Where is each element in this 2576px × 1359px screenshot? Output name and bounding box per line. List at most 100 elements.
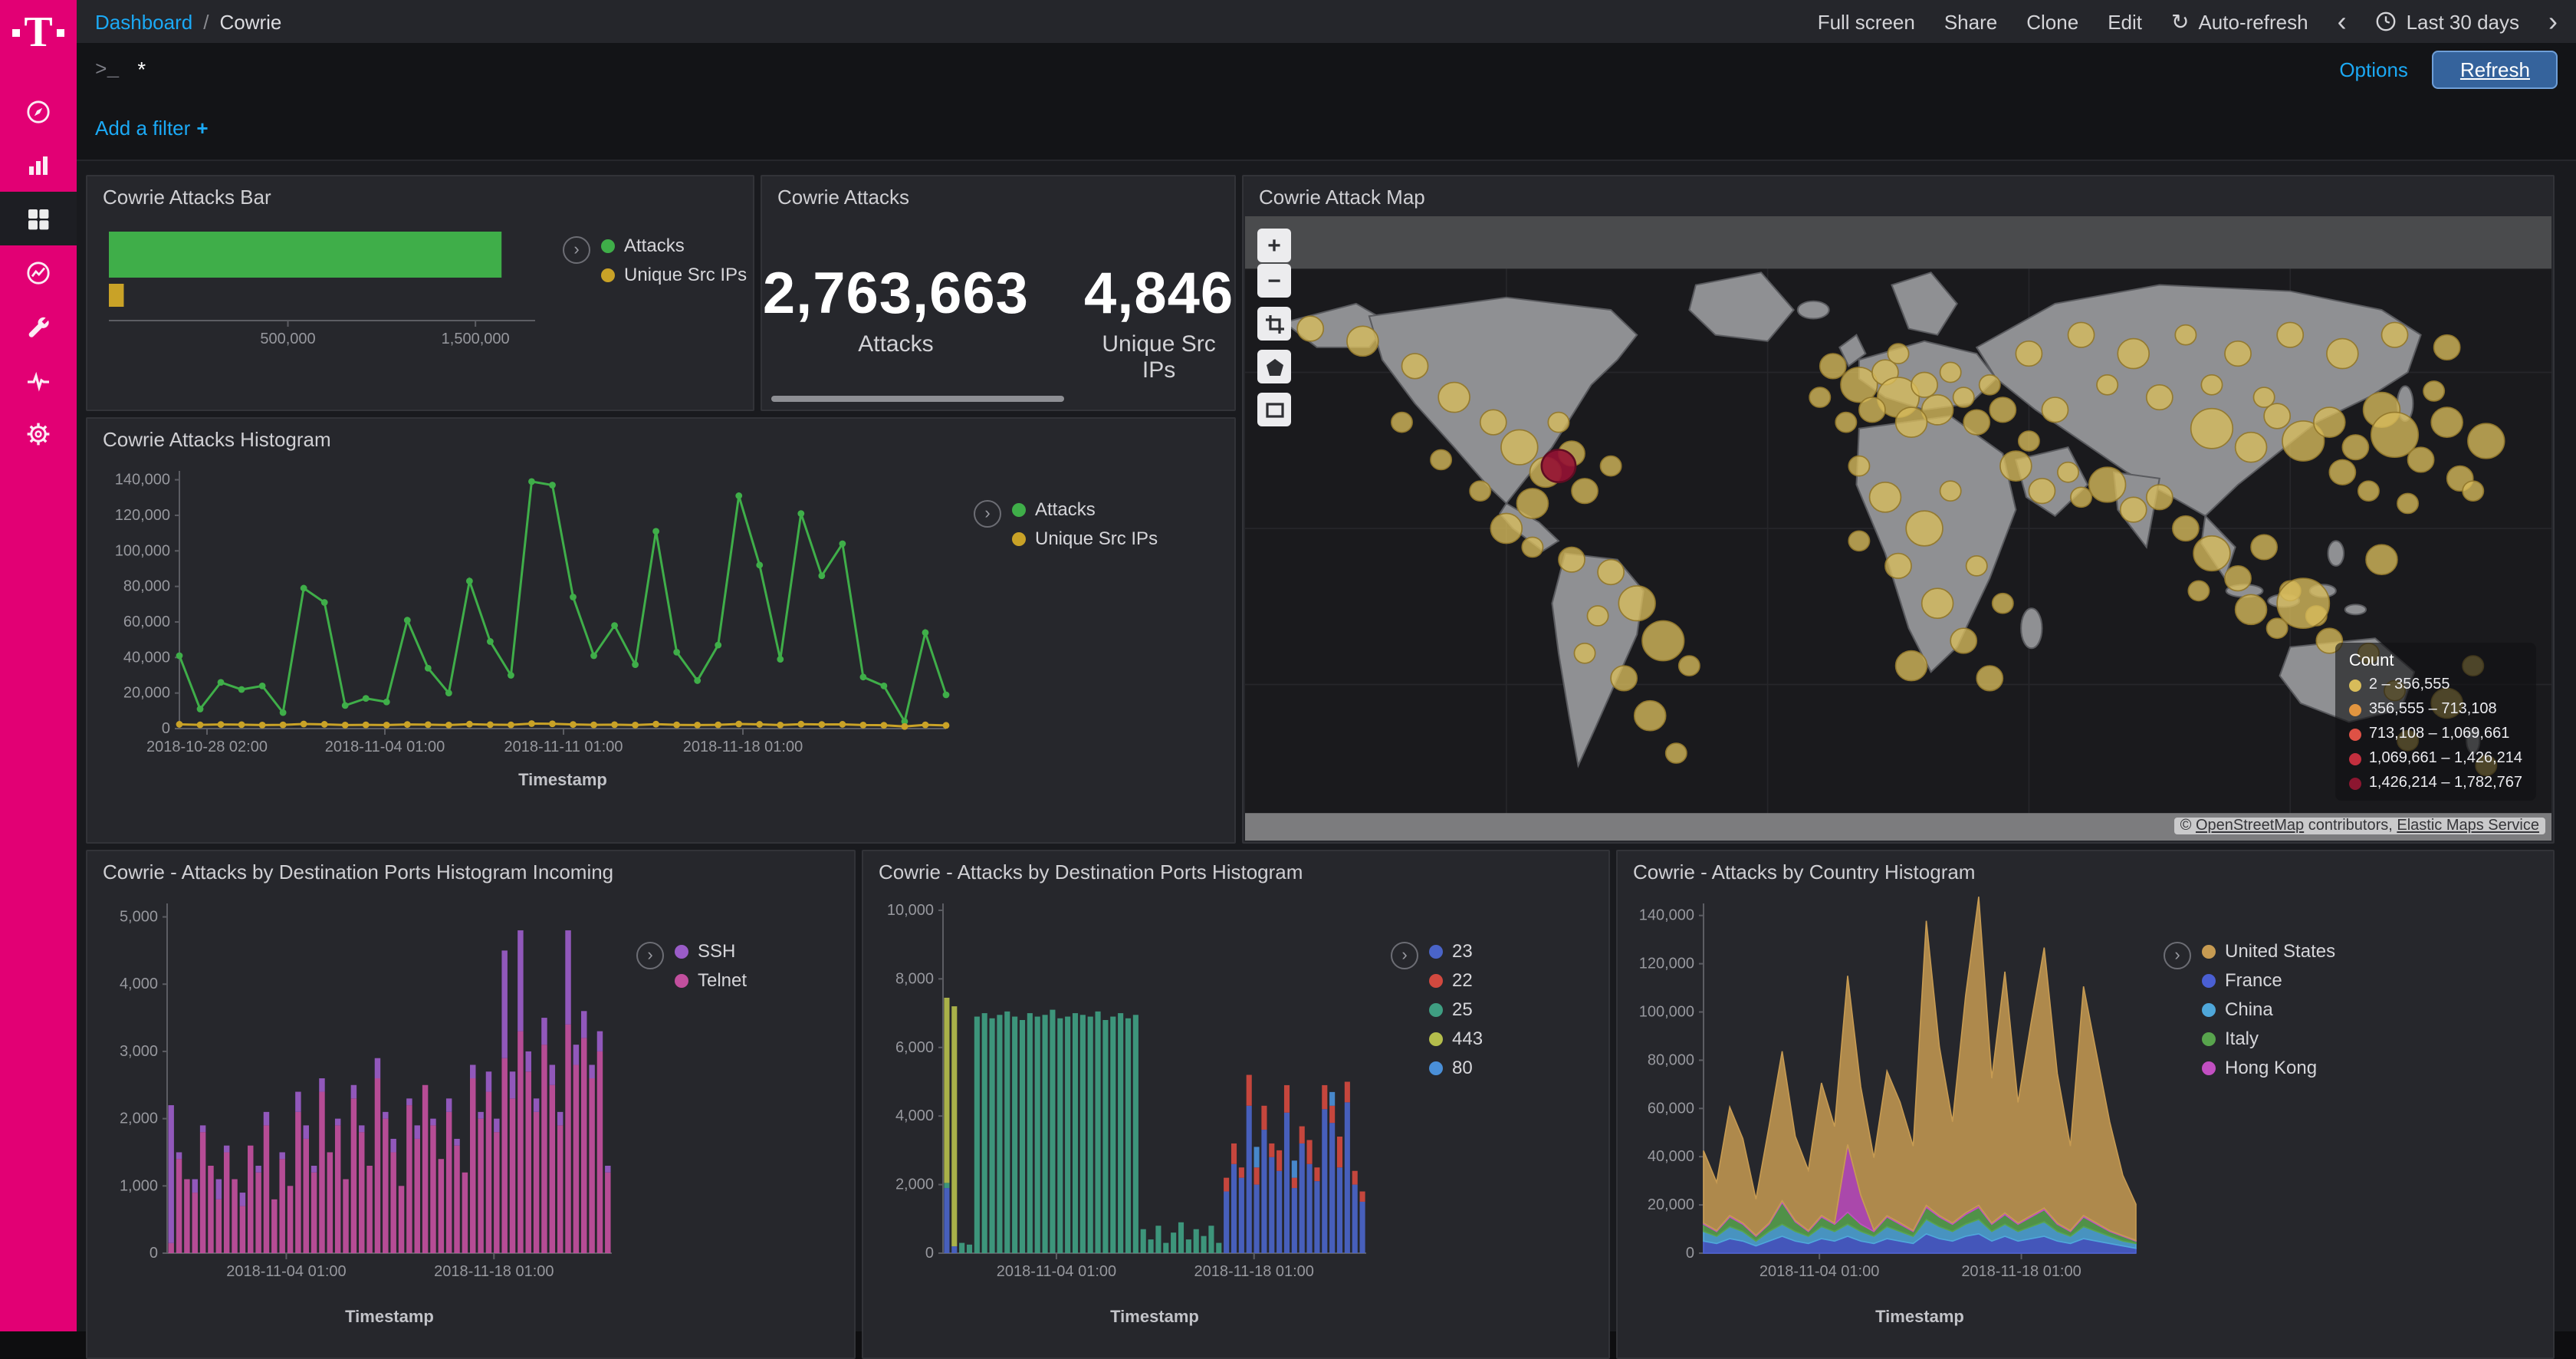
sidebar-item-dashboard[interactable] — [0, 192, 77, 245]
svg-text:80,000: 80,000 — [1648, 1051, 1694, 1068]
sidebar-item-timelion[interactable] — [0, 245, 77, 299]
options-link[interactable]: Options — [2339, 58, 2408, 81]
legend-item[interactable]: 356,555 – 713,108 — [2348, 701, 2522, 718]
ports-incoming-chart[interactable]: 0 1,000 2,000 3,000 4,000 5,000 2018-11-04 01:… — [100, 891, 627, 1338]
svg-text:500,000: 500,000 — [260, 331, 315, 347]
legend-items: Attacks Unique Src IPs — [601, 235, 747, 285]
sidebar-item-monitoring[interactable] — [0, 353, 77, 406]
svg-text:Timestamp: Timestamp — [1875, 1307, 1964, 1326]
topbar-actions: Full screen Share Clone Edit ↻ Auto-refr… — [1818, 8, 2558, 35]
attribution-text: contributors, — [2308, 818, 2393, 834]
zoom-in-button[interactable]: + — [1257, 229, 1291, 262]
legend-label: 1,069,661 – 1,426,214 — [2368, 750, 2522, 767]
legend-items: United States France China Italy Hong Kong — [2202, 940, 2335, 1078]
sidebar-item-visualize[interactable] — [0, 138, 77, 192]
legend-item[interactable]: Attacks — [601, 235, 747, 256]
draw-rectangle-button[interactable] — [1257, 393, 1291, 426]
legend-expand-button[interactable]: › — [2164, 942, 2191, 969]
legend-item[interactable]: Unique Src IPs — [1012, 528, 1158, 549]
legend-item[interactable]: Telnet — [675, 969, 747, 991]
chevron-right-icon: › — [573, 241, 580, 259]
panel-title[interactable]: Cowrie Attacks Histogram — [103, 428, 331, 451]
legend-items: SSH Telnet — [675, 940, 747, 991]
ports-histogram-chart[interactable]: 0 2,000 4,000 6,000 8,000 10,000 2018-11-04 01… — [876, 891, 1382, 1338]
legend-item[interactable]: Attacks — [1012, 499, 1158, 520]
legend-expand-button[interactable]: › — [1391, 942, 1418, 969]
attacks-histogram-chart[interactable]: 0 20,000 40,000 60,000 80,000 100,000 120,000 1… — [100, 459, 961, 801]
wrench-icon — [28, 316, 49, 337]
search-query-input[interactable] — [134, 55, 2325, 83]
legend-color-dot — [675, 973, 688, 987]
legend-item[interactable]: 23 — [1429, 940, 1483, 962]
clone-button[interactable]: Clone — [2026, 10, 2079, 33]
metric-label: Attacks — [858, 331, 934, 357]
panel-title[interactable]: Cowrie Attacks — [777, 186, 909, 209]
elastic-maps-service-link[interactable]: Elastic Maps Service — [2397, 818, 2539, 834]
refresh-button[interactable]: Refresh — [2432, 50, 2558, 88]
legend-expand-button[interactable]: › — [636, 942, 664, 969]
sidebar-item-dev-tools[interactable] — [0, 299, 77, 353]
panel-title[interactable]: Cowrie - Attacks by Destination Ports Hi… — [879, 860, 1303, 884]
attacks-bar-chart[interactable]: 500,000 1,500,000 — [100, 216, 554, 368]
legend-item[interactable]: Unique Src IPs — [601, 264, 747, 285]
legend-item[interactable]: China — [2202, 999, 2335, 1020]
legend-expand-button[interactable]: › — [563, 236, 590, 264]
query-prompt-icon: >_ — [95, 58, 120, 81]
legend-item[interactable]: Hong Kong — [2202, 1057, 2335, 1078]
legend-item[interactable]: SSH — [675, 940, 747, 962]
plus-icon: + — [196, 116, 209, 139]
sidebar-item-management[interactable] — [0, 406, 77, 460]
legend-item[interactable]: Italy — [2202, 1028, 2335, 1049]
auto-refresh-label: Auto-refresh — [2198, 10, 2308, 33]
legend-item[interactable]: 713,108 – 1,069,661 — [2348, 726, 2522, 742]
panel-title[interactable]: Cowrie Attack Map — [1259, 186, 1425, 209]
time-range-picker[interactable]: Last 30 days — [2376, 10, 2519, 33]
add-filter-button[interactable]: Add a filter + — [95, 116, 209, 139]
legend-item[interactable]: 2 – 356,555 — [2348, 676, 2522, 693]
svg-text:3,000: 3,000 — [120, 1043, 158, 1060]
legend-item[interactable]: 1,069,661 – 1,426,214 — [2348, 750, 2522, 767]
horizontal-scrollbar[interactable] — [771, 396, 1064, 402]
copyright-symbol: © — [2180, 818, 2192, 834]
time-forward-chevron-icon[interactable]: › — [2548, 6, 2558, 37]
full-screen-button[interactable]: Full screen — [1817, 10, 1915, 33]
svg-text:0: 0 — [1686, 1245, 1694, 1262]
legend-label: 2 – 356,555 — [2368, 676, 2450, 693]
edit-button[interactable]: Edit — [2108, 10, 2142, 33]
legend-color-dot — [2202, 973, 2216, 987]
legend-item[interactable]: 22 — [1429, 969, 1483, 991]
draw-polygon-button[interactable] — [1257, 350, 1291, 383]
legend-item[interactable]: France — [2202, 969, 2335, 991]
share-button[interactable]: Share — [1944, 10, 1998, 33]
attack-map[interactable]: + − — [1245, 216, 2551, 841]
legend-item[interactable]: 25 — [1429, 999, 1483, 1020]
breadcrumb-separator: / — [203, 10, 209, 33]
openstreetmap-link[interactable]: OpenStreetMap — [2195, 818, 2305, 834]
legend-expand-button[interactable]: › — [974, 500, 1001, 528]
svg-text:140,000: 140,000 — [1639, 907, 1694, 924]
country-histogram-chart[interactable]: 0 20,000 40,000 60,000 80,000 100,000 120,000 1… — [1630, 891, 2151, 1338]
legend-item[interactable]: 80 — [1429, 1057, 1483, 1078]
legend-label: 80 — [1452, 1057, 1473, 1078]
auto-refresh-button[interactable]: ↻ Auto-refresh — [2171, 10, 2308, 33]
panel-title[interactable]: Cowrie - Attacks by Destination Ports Hi… — [103, 860, 614, 884]
breadcrumb-dashboard-link[interactable]: Dashboard — [95, 10, 193, 33]
chart-legend: › Attacks Unique Src IPs — [563, 235, 747, 368]
time-back-chevron-icon[interactable]: ‹ — [2337, 6, 2347, 37]
zoom-out-button[interactable]: − — [1257, 264, 1291, 298]
panel-title[interactable]: Cowrie Attacks Bar — [103, 186, 271, 209]
telekom-logo[interactable]: T — [12, 12, 65, 54]
svg-text:80,000: 80,000 — [123, 578, 170, 595]
svg-text:140,000: 140,000 — [115, 472, 170, 489]
legend-item[interactable]: 443 — [1429, 1028, 1483, 1049]
chevron-right-icon: › — [647, 946, 653, 965]
svg-text:5,000: 5,000 — [120, 909, 158, 926]
fit-bounds-button[interactable] — [1257, 307, 1291, 341]
legend-item[interactable]: United States — [2202, 940, 2335, 962]
panel-title[interactable]: Cowrie - Attacks by Country Histogram — [1633, 860, 1976, 884]
legend-item[interactable]: 1,426,214 – 1,782,767 — [2348, 775, 2522, 791]
sidebar-item-discover[interactable] — [0, 84, 77, 138]
svg-text:1,000: 1,000 — [120, 1177, 158, 1194]
add-filter-label: Add a filter — [95, 116, 191, 139]
attack-bubbles[interactable] — [1296, 315, 2505, 777]
